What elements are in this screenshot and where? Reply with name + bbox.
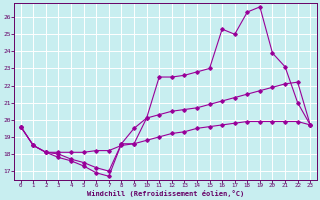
X-axis label: Windchill (Refroidissement éolien,°C): Windchill (Refroidissement éolien,°C) [87,190,244,197]
